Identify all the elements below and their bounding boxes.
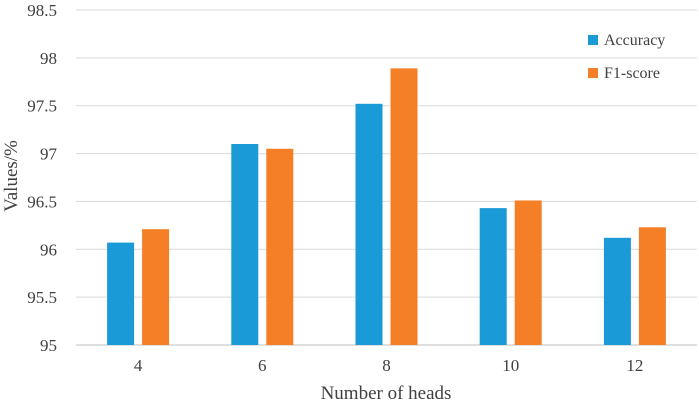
y-axis-title: Values/% <box>1 140 22 212</box>
x-tick-label: 12 <box>626 356 643 375</box>
y-tick-label: 98.5 <box>27 1 57 20</box>
legend-label-accuracy: Accuracy <box>604 32 665 49</box>
bar-accuracy-6 <box>231 144 259 345</box>
legend-label-f1-score: F1-score <box>604 65 660 82</box>
gridlines <box>76 9 697 298</box>
y-tick-label: 97.5 <box>27 97 57 116</box>
bar-f1-score-6 <box>266 148 294 345</box>
bar-accuracy-4 <box>107 242 135 345</box>
bar-accuracy-10 <box>479 208 507 345</box>
x-axis-title: Number of heads <box>321 383 452 404</box>
y-axis-ticks: 95 95.5 96 96.5 97 97.5 98 98.5 <box>27 1 57 355</box>
bar-f1-score-4 <box>142 229 170 345</box>
bar-accuracy-12 <box>603 237 631 345</box>
y-tick-label: 98 <box>40 49 57 68</box>
y-tick-label: 95.5 <box>27 288 57 307</box>
x-tick-label: 10 <box>502 356 519 375</box>
x-tick-label: 4 <box>134 356 143 375</box>
bar-f1-score-12 <box>638 227 666 345</box>
bar-f1-score-8 <box>390 68 418 345</box>
x-tick-label: 8 <box>382 356 391 375</box>
y-tick-label: 96.5 <box>27 192 57 211</box>
legend-swatch-accuracy <box>588 35 598 45</box>
y-tick-label: 96 <box>40 240 57 259</box>
x-tick-label: 6 <box>258 356 267 375</box>
x-axis-ticks: 4 6 8 10 12 <box>134 356 644 375</box>
y-tick-label: 95 <box>40 336 57 355</box>
bars <box>107 68 666 345</box>
bar-accuracy-8 <box>355 103 383 345</box>
bar-f1-score-10 <box>514 200 542 345</box>
y-tick-label: 97 <box>40 145 58 164</box>
legend-swatch-f1-score <box>588 68 598 78</box>
legend: Accuracy F1-score <box>588 32 665 82</box>
